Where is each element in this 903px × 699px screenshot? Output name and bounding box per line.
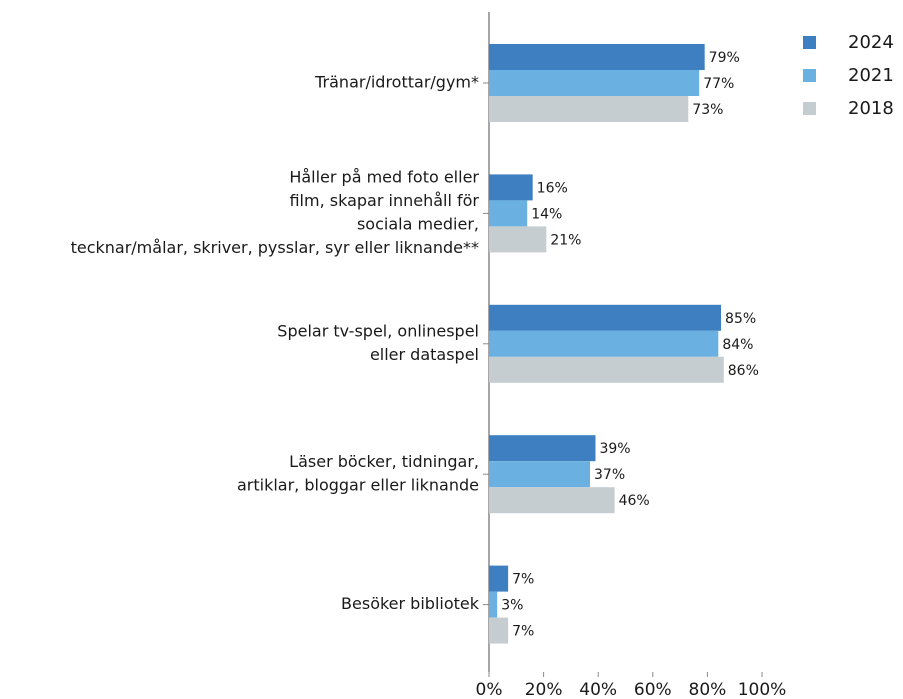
bar <box>489 96 689 122</box>
x-tick-label: 80% <box>689 680 727 699</box>
legend-swatch <box>803 36 816 49</box>
category-label: tecknar/målar, skriver, pysslar, syr ell… <box>71 238 479 257</box>
value-label: 16% <box>537 180 568 196</box>
category-label: Håller på med foto eller <box>289 168 479 187</box>
category-label: Besöker bibliotek <box>341 594 480 613</box>
bar <box>489 330 719 357</box>
bar <box>489 174 533 201</box>
legend-label: 2021 <box>848 65 894 86</box>
bar <box>489 304 722 331</box>
value-label: 73% <box>692 102 723 118</box>
value-label: 37% <box>594 467 625 483</box>
x-tick-label: 20% <box>525 680 563 699</box>
bar <box>489 591 498 618</box>
x-tick-label: 40% <box>579 680 617 699</box>
legend-label: 2018 <box>848 98 894 119</box>
x-tick-label: 60% <box>634 680 672 699</box>
bar <box>489 44 705 70</box>
value-label: 77% <box>703 76 734 92</box>
bar <box>489 617 509 644</box>
value-label: 7% <box>512 624 534 640</box>
category-label: artiklar, bloggar eller liknande <box>237 475 479 494</box>
bar <box>489 356 724 383</box>
legend-swatch <box>803 102 816 115</box>
bar <box>489 461 591 488</box>
value-label: 39% <box>599 441 630 457</box>
category-label: sociala medier, <box>357 215 479 234</box>
bar <box>489 435 596 462</box>
value-label: 79% <box>709 50 740 66</box>
value-label: 21% <box>550 232 581 248</box>
bar <box>489 200 528 227</box>
category-label: Läser böcker, tidningar, <box>289 452 479 471</box>
category-label: Tränar/idrottar/gym* <box>314 73 479 92</box>
category-label: film, skapar innehåll för <box>289 191 479 210</box>
legend-swatch <box>803 69 816 82</box>
bar <box>489 565 509 592</box>
value-label: 85% <box>725 311 756 327</box>
value-label: 7% <box>512 572 534 588</box>
value-label: 84% <box>722 337 753 353</box>
value-label: 46% <box>619 493 650 509</box>
x-tick-label: 100% <box>738 680 787 699</box>
value-label: 14% <box>531 206 562 222</box>
bar <box>489 70 700 96</box>
value-label: 86% <box>728 363 759 379</box>
category-label: eller dataspel <box>370 345 479 364</box>
x-tick-label: 0% <box>476 680 503 699</box>
bar <box>489 226 547 253</box>
category-label: Spelar tv-spel, onlinespel <box>277 322 479 341</box>
legend-label: 2024 <box>848 32 894 53</box>
bar <box>489 487 615 514</box>
value-label: 3% <box>501 598 523 614</box>
